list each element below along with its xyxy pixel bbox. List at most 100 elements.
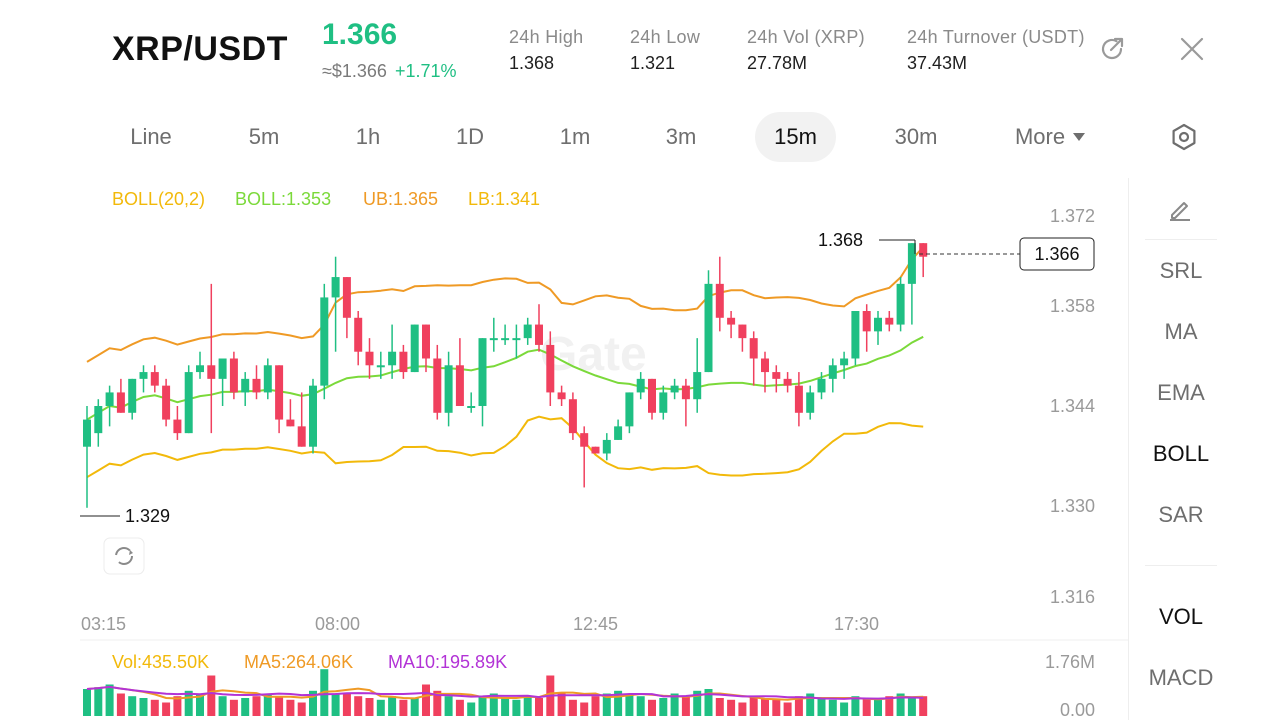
tab-30m[interactable]: 30m <box>894 124 938 149</box>
reset-chip[interactable] <box>103 537 145 575</box>
last-price: 1.366 <box>322 18 398 51</box>
candle-body <box>331 277 340 298</box>
candle-body <box>388 351 397 366</box>
candle-body <box>116 392 125 413</box>
y-tick: 1.330 <box>1050 496 1095 516</box>
tab-1m[interactable]: 1m <box>559 124 591 149</box>
volume-bar <box>874 699 882 716</box>
volume-bar <box>455 699 464 716</box>
volume-bar <box>376 699 385 716</box>
volume-bar <box>840 702 849 716</box>
candle-body <box>907 243 916 284</box>
volume-bar <box>659 698 668 716</box>
boll-lower-band <box>86 415 924 479</box>
volume-bar <box>614 690 623 716</box>
volume-bar <box>761 698 769 716</box>
indicator-sar[interactable]: SAR <box>1158 502 1204 527</box>
volume-bar <box>783 702 792 716</box>
stat-label: 24h Turnover (USDT) <box>907 27 1085 47</box>
boll-lb-value: LB:1.341 <box>468 189 541 209</box>
volume-bar <box>885 696 894 716</box>
indicator-boll[interactable]: BOLL <box>1152 441 1210 466</box>
volume-bar <box>241 698 250 716</box>
candle-body <box>196 365 204 373</box>
volume-bar <box>309 690 317 716</box>
volume-bar <box>501 698 510 716</box>
candle-body <box>704 283 713 373</box>
stat-value: 37.43M <box>907 53 968 73</box>
share-icon[interactable] <box>1097 34 1127 64</box>
candle-body <box>467 406 476 408</box>
volume-bar <box>207 675 216 716</box>
pair-title[interactable]: XRP/USDT <box>112 30 288 68</box>
volume-bar <box>252 696 261 716</box>
tab-more[interactable]: More <box>1000 112 1100 162</box>
candle-body <box>602 439 611 454</box>
volume-bar <box>625 693 634 716</box>
candle-body <box>919 243 928 257</box>
candle-body <box>727 317 736 325</box>
refresh-icon[interactable] <box>115 547 133 565</box>
volume-bar <box>749 696 758 716</box>
candle-body <box>342 277 351 318</box>
indicator-vol[interactable]: VOL <box>1158 604 1204 629</box>
candle-body <box>297 426 306 447</box>
tab-1d[interactable]: 1D <box>455 124 485 149</box>
indicator-ma[interactable]: MA <box>1164 319 1198 344</box>
candle-body <box>761 358 769 373</box>
tab-line[interactable]: Line <box>130 124 172 149</box>
tab-15m[interactable]: 15m <box>755 112 836 162</box>
candle-body <box>896 283 905 325</box>
close-icon[interactable] <box>1177 34 1207 64</box>
candle-body <box>535 324 543 345</box>
candle-body <box>229 358 238 393</box>
x-tick: 08:00 <box>315 614 360 634</box>
candlesticks <box>83 243 928 508</box>
candle-body <box>546 344 555 393</box>
volume-bar <box>354 696 363 716</box>
volume-bar <box>365 698 374 716</box>
volume-bar <box>410 698 419 716</box>
tab-5m[interactable]: 5m <box>248 124 280 149</box>
candle-body <box>501 338 510 341</box>
volume-bar <box>478 696 487 716</box>
volume-bar <box>263 693 272 716</box>
bollinger-bands <box>86 246 924 479</box>
candle-body <box>591 446 600 454</box>
tab-more-label: More <box>1014 124 1066 149</box>
volume-ma-lines <box>86 685 924 701</box>
indicator-divider <box>1145 239 1217 240</box>
edit-icon[interactable] <box>1167 196 1193 222</box>
volume-bar <box>489 693 498 716</box>
indicator-macd[interactable]: MACD <box>1148 665 1214 690</box>
stat-label: 24h High <box>509 27 584 47</box>
vol-tick-zero: 0.00 <box>1060 700 1095 720</box>
volume-bar <box>602 693 611 716</box>
boll-mid-value: BOLL:1.353 <box>235 189 332 209</box>
candle-body <box>162 385 171 420</box>
candle-body <box>489 338 498 341</box>
tab-3m[interactable]: 3m <box>665 124 697 149</box>
volume-bar <box>772 699 781 716</box>
high-label: 1.368 <box>818 230 863 250</box>
volume-bar <box>919 696 928 716</box>
candle-body <box>580 433 589 447</box>
volume-bar <box>94 687 103 716</box>
candle-body <box>275 365 284 420</box>
volume-bar <box>467 702 476 716</box>
candle-body <box>659 392 668 413</box>
indicator-srl[interactable]: SRL <box>1159 258 1203 283</box>
stat-label: 24h Vol (XRP) <box>747 27 865 47</box>
settings-icon[interactable] <box>1169 122 1199 152</box>
tab-1h[interactable]: 1h <box>355 124 381 149</box>
vol-ma10-value: MA10:195.89K <box>388 652 508 672</box>
candle-body <box>670 385 679 393</box>
candle-body <box>444 365 453 413</box>
y-tick: 1.344 <box>1050 396 1095 416</box>
price-chart[interactable]: Gate 1.368 1.329 1.366 1.372 1.358 1.344… <box>80 178 1128 720</box>
volume-bar <box>704 689 713 716</box>
indicator-ema[interactable]: EMA <box>1157 380 1205 405</box>
candle-body <box>263 365 272 393</box>
candle-body <box>478 338 487 406</box>
x-tick: 17:30 <box>834 614 879 634</box>
